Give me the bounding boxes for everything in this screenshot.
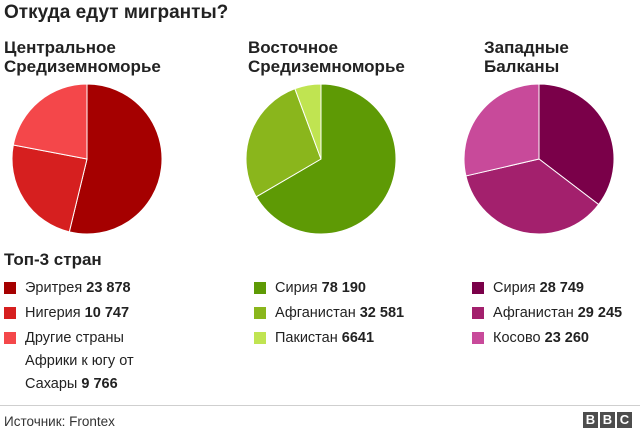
bbc-logo: B B C — [583, 412, 632, 428]
region-title-west-balkans: Западные Балканы — [484, 38, 569, 76]
chart-title: Откуда едут мигранты? — [4, 2, 229, 23]
legend-swatch — [4, 282, 16, 294]
legend-value: 9 766 — [81, 376, 118, 392]
legend-west-balkans: Сирия 28 749 Афганистан 29 245 Косово 23 2… — [472, 280, 622, 355]
legend-item: Афганистан 29 245 — [472, 305, 622, 322]
logo-letter: C — [617, 412, 632, 428]
legend-swatch — [4, 307, 16, 319]
region-title-east-med: Восточное Средиземноморье — [248, 38, 405, 76]
logo-letter: B — [583, 412, 598, 428]
legend-swatch — [254, 282, 266, 294]
pie-east-med — [245, 83, 397, 235]
legend-label: Косово 23 260 — [493, 330, 589, 346]
legend-item: Другие страны Африки к югу от Сахары 9 7… — [4, 330, 175, 396]
legend-swatch — [472, 332, 484, 344]
legend-label: Сирия 78 190 — [275, 280, 366, 296]
logo-letter: B — [600, 412, 615, 428]
pie-slice — [12, 83, 88, 160]
legend-value: 29 245 — [577, 305, 623, 321]
legend-swatch — [472, 307, 484, 319]
pie-slice — [538, 83, 615, 206]
legend-item: Пакистан 6641 — [254, 330, 404, 347]
legend-value: 6641 — [341, 330, 375, 346]
legend-item: Афганистан 32 581 — [254, 305, 404, 322]
pie-slice — [255, 83, 397, 235]
legend-item: Сирия 28 749 — [472, 280, 622, 297]
legend-value: 78 190 — [321, 280, 366, 296]
legend-swatch — [4, 332, 16, 344]
legend-central-med: Эритрея 23 878 Нигерия 10 747 Другие стран… — [4, 280, 175, 404]
legend-swatch — [472, 282, 484, 294]
pie-slice — [294, 83, 322, 160]
legend-value: 23 878 — [86, 280, 131, 296]
pie-slice — [68, 83, 163, 235]
legend-label: Афганистан 32 581 — [275, 305, 405, 321]
legend-value: 23 260 — [544, 330, 589, 346]
pie-slice — [245, 88, 322, 198]
legend-east-med: Сирия 78 190 Афганистан 32 581 Пакистан 66… — [254, 280, 404, 355]
legend-swatch — [254, 307, 266, 319]
legend-label: Нигерия 10 747 — [25, 305, 130, 321]
pie-slice — [11, 144, 88, 233]
legend-value: 10 747 — [84, 305, 130, 321]
legend-label: Сирия 28 749 — [493, 280, 584, 296]
top3-heading: Топ-3 стран — [4, 250, 102, 269]
pie-west-balkans — [463, 83, 615, 235]
legend-item: Нигерия 10 747 — [4, 305, 175, 322]
legend-value: 28 749 — [539, 280, 584, 296]
pie-slice — [465, 158, 600, 235]
legend-swatch — [254, 332, 266, 344]
legend-item: Эритрея 23 878 — [4, 280, 175, 297]
legend-label: Другие страны Африки к югу от Сахары 9 7… — [25, 330, 134, 392]
legend-label: Пакистан 6641 — [275, 330, 375, 346]
legend-item: Косово 23 260 — [472, 330, 622, 347]
legend-item: Сирия 78 190 — [254, 280, 404, 297]
footer-divider — [0, 405, 640, 406]
pie-slice — [463, 83, 540, 177]
source-note: Источник: Frontex — [4, 414, 115, 429]
legend-label: Афганистан 29 245 — [493, 305, 623, 321]
pie-central-med — [11, 83, 163, 235]
region-title-central-med: Центральное Средиземноморье — [4, 38, 161, 76]
legend-label: Эритрея 23 878 — [25, 280, 131, 296]
legend-value: 32 581 — [359, 305, 405, 321]
